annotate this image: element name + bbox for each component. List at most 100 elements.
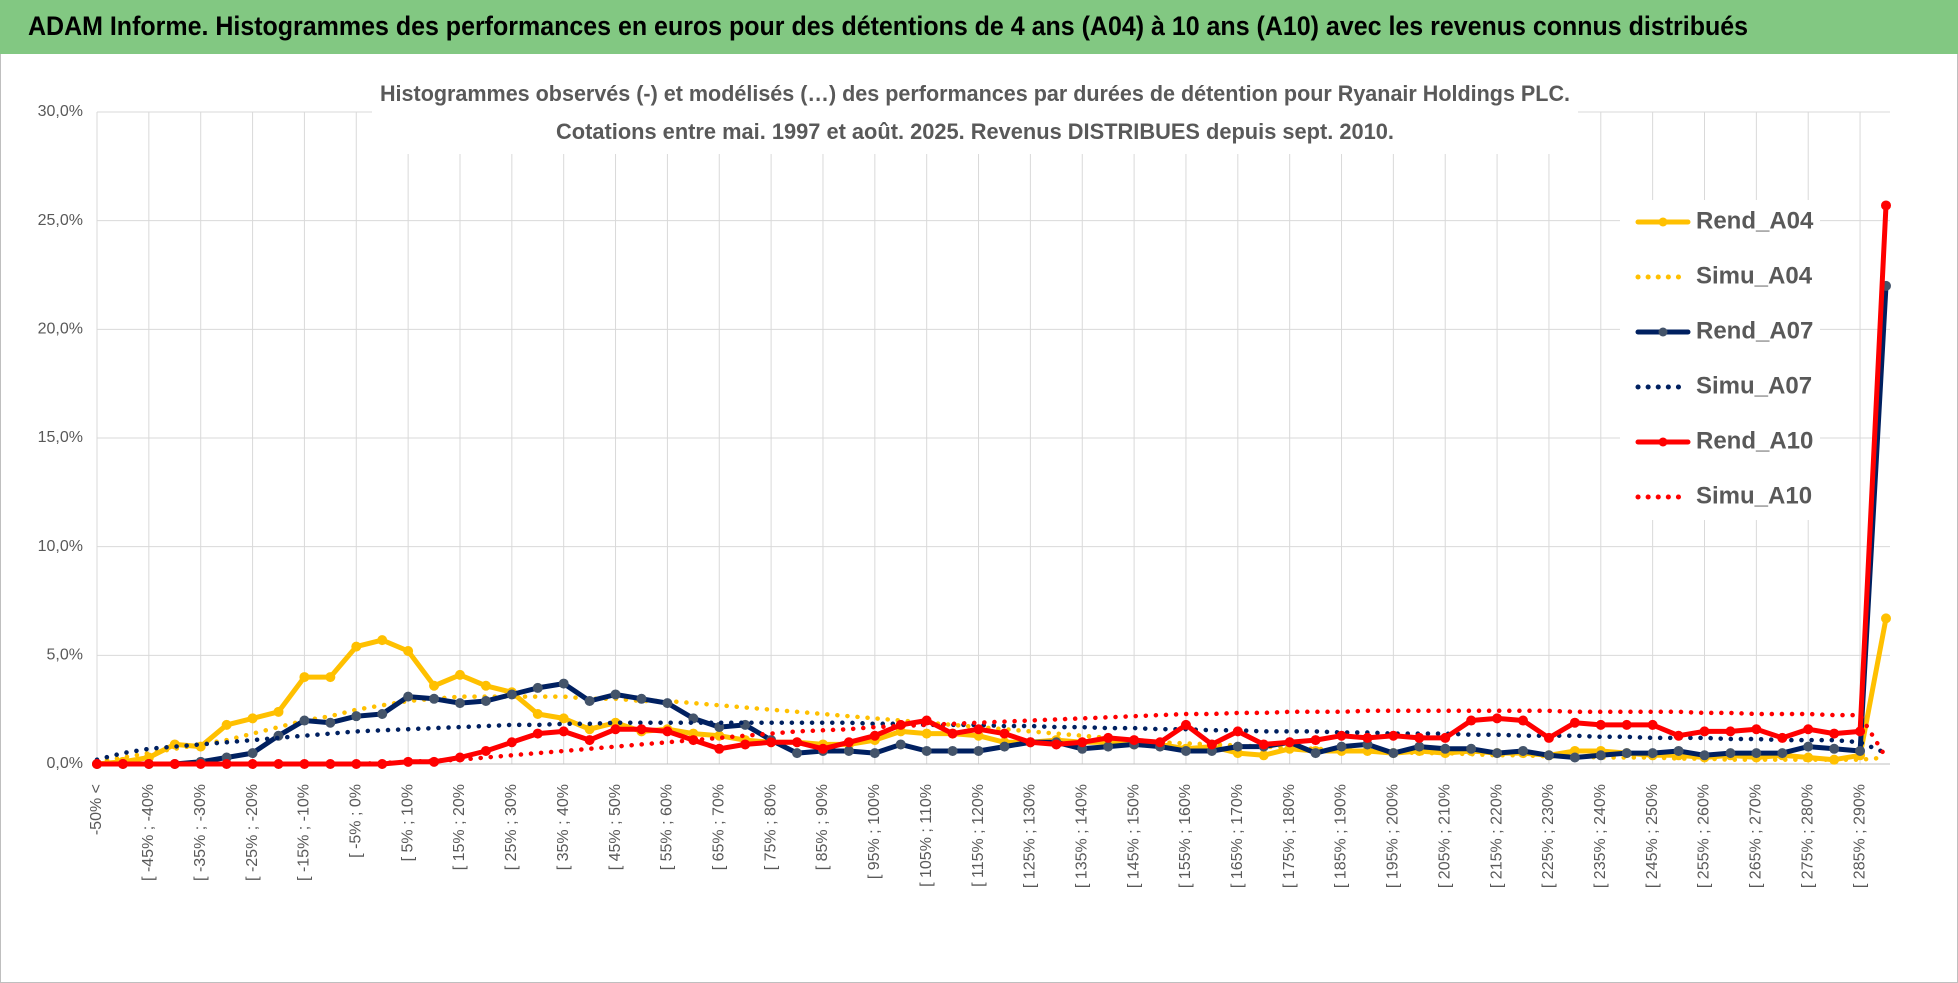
point <box>1803 724 1814 735</box>
x-tick-label: [ 175% ; 180% <box>1281 784 1298 888</box>
point <box>1673 745 1684 756</box>
point <box>1777 732 1788 743</box>
point <box>1855 726 1866 737</box>
point <box>247 713 258 724</box>
point <box>247 748 258 759</box>
legend-marker <box>1658 437 1668 447</box>
point <box>558 713 569 724</box>
legend-label: Simu_A10 <box>1696 482 1812 509</box>
point <box>403 691 414 702</box>
point <box>454 669 465 680</box>
point <box>1829 728 1840 739</box>
header-band <box>0 0 1958 54</box>
point <box>1518 715 1529 726</box>
point <box>429 693 440 704</box>
point <box>1673 730 1684 741</box>
point <box>377 635 388 646</box>
point <box>1881 613 1891 624</box>
x-tick-label: [ 145% ; 150% <box>1125 784 1142 888</box>
point <box>1647 719 1658 730</box>
x-tick-label: [ 225% ; 230% <box>1540 784 1557 888</box>
x-tick-label: [ 165% ; 170% <box>1229 784 1246 888</box>
point <box>377 709 388 720</box>
point <box>1414 741 1425 752</box>
point <box>947 728 958 739</box>
legend-bg <box>1620 200 1820 520</box>
point <box>843 745 854 756</box>
point <box>1232 741 1243 752</box>
point <box>1025 737 1036 748</box>
point <box>1595 719 1606 730</box>
point <box>299 715 310 726</box>
point <box>273 706 284 717</box>
point <box>480 695 491 706</box>
point <box>921 745 932 756</box>
point <box>1388 730 1399 741</box>
x-tick-label: [ 55% ; 60% <box>659 784 676 870</box>
x-tick-label: [ 85% ; 90% <box>814 784 831 870</box>
x-tick-label: [ -35% ; -30% <box>192 784 209 881</box>
point <box>1543 750 1554 761</box>
point <box>999 728 1010 739</box>
point <box>1414 732 1425 743</box>
x-tick-label: [ 95% ; 100% <box>866 784 883 879</box>
point <box>1621 748 1632 759</box>
point <box>792 737 803 748</box>
point <box>1310 748 1321 759</box>
point <box>1466 715 1477 726</box>
y-tick-label: 20,0% <box>38 321 83 338</box>
point <box>1466 743 1477 754</box>
point <box>480 745 491 756</box>
point <box>869 730 880 741</box>
plot: -50% < [ -45% ; -40% [ -35% ; -30% [ -25% ;… <box>38 103 1891 888</box>
point <box>1855 745 1866 756</box>
point <box>1258 739 1269 750</box>
x-tick-label: [ 265% ; 270% <box>1748 784 1765 888</box>
series-line <box>94 615 1889 767</box>
x-tick-label: [ 45% ; 50% <box>607 784 624 870</box>
point <box>921 715 932 726</box>
point <box>1051 739 1062 750</box>
x-tick-label: [ -25% ; -20% <box>244 784 261 881</box>
point <box>1336 741 1347 752</box>
point <box>1829 743 1840 754</box>
point <box>1077 737 1088 748</box>
point <box>1103 732 1114 743</box>
point <box>532 728 543 739</box>
x-tick-label: [ 255% ; 260% <box>1696 784 1713 888</box>
point <box>584 724 595 735</box>
point <box>1492 713 1503 724</box>
point <box>1725 726 1736 737</box>
y-tick-label: 0,0% <box>47 755 83 772</box>
point <box>480 680 491 691</box>
point <box>299 672 310 683</box>
point <box>1180 745 1191 756</box>
point <box>1284 737 1295 748</box>
chart-subtitle: Cotations entre mai. 1997 et août. 2025.… <box>556 119 1394 144</box>
point <box>1232 726 1243 737</box>
point <box>1310 735 1321 746</box>
point <box>1518 745 1529 756</box>
series-line <box>94 720 1889 762</box>
x-tick-label: [ 245% ; 250% <box>1644 784 1661 888</box>
legend-label: Rend_A10 <box>1696 427 1813 454</box>
x-tick-label: -50% < <box>88 784 105 835</box>
y-tick-label: 25,0% <box>38 212 83 229</box>
point <box>325 717 336 728</box>
x-tick-label: [ 215% ; 220% <box>1488 784 1505 888</box>
point <box>1180 719 1191 730</box>
point <box>947 745 958 756</box>
point <box>325 672 336 683</box>
x-tick-label: [ 235% ; 240% <box>1592 784 1609 888</box>
point <box>843 737 854 748</box>
point <box>558 678 569 689</box>
point <box>869 748 880 759</box>
x-tick-label: [ 285% ; 290% <box>1851 784 1868 888</box>
header-title: ADAM Informe. Histogrammes des performan… <box>28 11 1748 41</box>
point <box>558 726 569 737</box>
point <box>454 698 465 709</box>
title-bg <box>372 76 1578 154</box>
point <box>973 745 984 756</box>
y-tick-label: 10,0% <box>38 538 83 555</box>
